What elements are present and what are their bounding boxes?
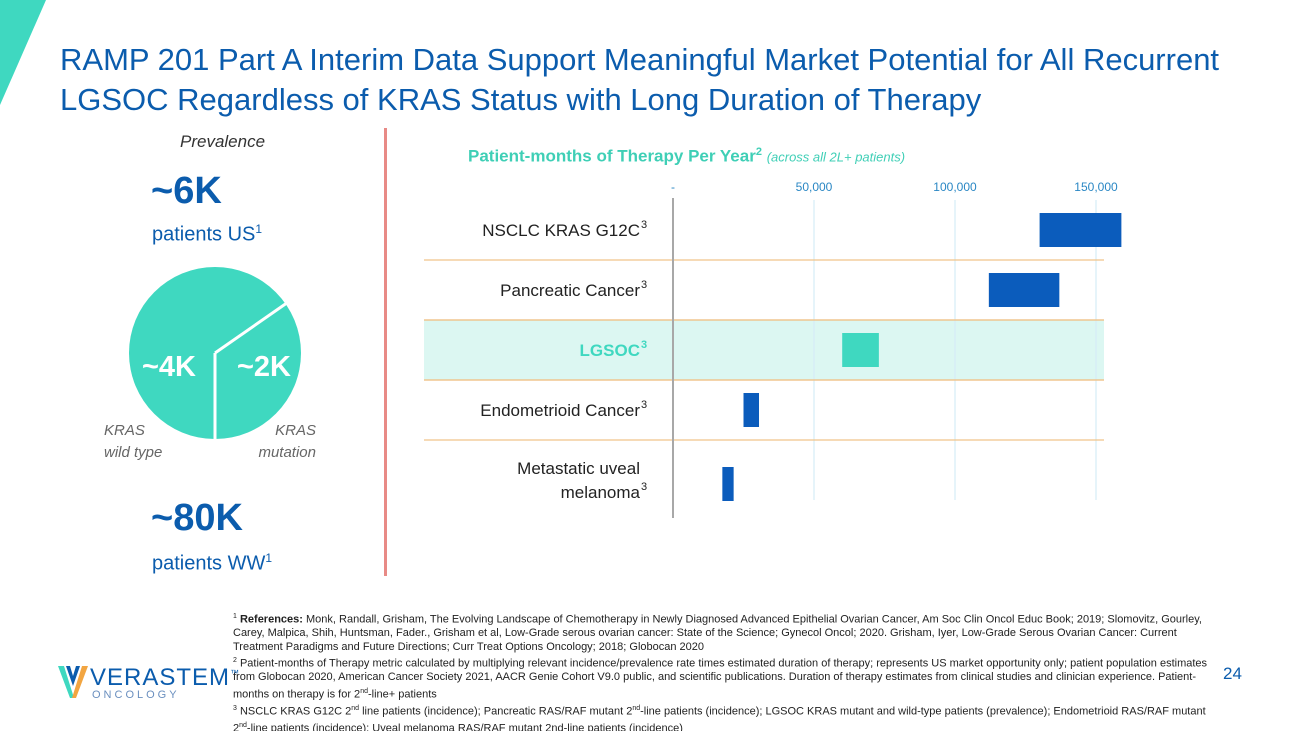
footnote-2: 2 Patient-months of Therapy metric calcu… bbox=[233, 654, 1213, 702]
bar-1 bbox=[988, 273, 1060, 307]
logo-word: VERASTEM bbox=[90, 664, 231, 691]
footnote-1-sup: 1 bbox=[233, 613, 237, 620]
category-sup-4: 3 bbox=[641, 481, 647, 493]
footnote-2-sup: 2 bbox=[233, 657, 237, 665]
footnote-3-a: NSCLC KRAS G12C 2 bbox=[239, 705, 352, 718]
footnote-3-d: -line patients (incidence); Uveal melano… bbox=[246, 722, 683, 731]
ww-caption-text: patients WW bbox=[152, 552, 266, 575]
bar-2 bbox=[842, 333, 879, 367]
us-patients-caption: patients US1 bbox=[152, 222, 262, 247]
x-tick-label-2: 100,000 bbox=[933, 180, 977, 194]
bar-3 bbox=[743, 393, 760, 427]
footnote-1-head: References: bbox=[239, 613, 303, 626]
footnote-3-nd-2: nd bbox=[632, 704, 641, 712]
bar-4 bbox=[722, 467, 734, 501]
legend-kras-wild-type: KRAS wild type bbox=[104, 420, 162, 464]
category-sup-2: 3 bbox=[641, 339, 647, 351]
category-label-4-line1: Metastatic uveal bbox=[517, 459, 640, 478]
legend-mut-line1: KRAS bbox=[275, 422, 316, 439]
footnote-3-nd-1: nd bbox=[351, 704, 360, 712]
page-number: 24 bbox=[1223, 664, 1242, 683]
category-label-1: Pancreatic Cancer bbox=[500, 281, 640, 300]
footnotes: 1 References: Monk, Randall, Grisham, Th… bbox=[233, 610, 1213, 731]
legend-mut-line2: mutation bbox=[258, 444, 316, 461]
footnote-3-b: line patients (incidence); Pancreatic RA… bbox=[359, 705, 633, 718]
page-title: RAMP 201 Part A Interim Data Support Mea… bbox=[60, 42, 1220, 117]
category-label-4-line2: melanoma bbox=[561, 483, 641, 502]
logo-wordmark: VERASTEM™ bbox=[90, 664, 240, 692]
x-tick-label-0: - bbox=[671, 180, 675, 194]
chart-title-text: Patient-months of Therapy Per Year bbox=[468, 146, 756, 166]
chart-subtitle: (across all 2L+ patients) bbox=[766, 149, 906, 165]
legend-kras-mutation: KRAS mutation bbox=[254, 420, 316, 464]
verastem-logo-icon bbox=[58, 666, 88, 698]
us-caption-text: patients US bbox=[152, 223, 256, 246]
highlight-band-2 bbox=[424, 320, 1104, 380]
category-sup-3: 3 bbox=[641, 399, 647, 411]
chart-title: Patient-months of Therapy Per Year2 (acr… bbox=[468, 146, 905, 167]
ww-caption-sup: 1 bbox=[265, 551, 273, 565]
footnote-2-text-a: Patient-months of Therapy metric calcula… bbox=[233, 657, 1208, 701]
logo-subtitle: ONCOLOGY bbox=[92, 689, 180, 701]
us-patients-value: ~6K bbox=[151, 170, 222, 212]
legend-wild-line1: KRAS bbox=[104, 422, 145, 439]
us-caption-sup: 1 bbox=[255, 222, 263, 236]
pie-divider-lines bbox=[213, 296, 295, 439]
footnote-3-c: -line patients (incidence); LGSOC KRAS m… bbox=[233, 705, 1206, 731]
footnote-2-nd: nd bbox=[360, 687, 368, 695]
x-tick-label-3: 150,000 bbox=[1074, 180, 1118, 194]
footnote-1-text: Monk, Randall, Grisham, The Evolving Lan… bbox=[233, 613, 1202, 653]
category-label-2: LGSOC bbox=[580, 341, 640, 360]
category-label-3: Endometrioid Cancer bbox=[480, 401, 640, 420]
x-tick-label-1: 50,000 bbox=[796, 180, 833, 194]
bar-0 bbox=[1039, 213, 1122, 247]
legend-wild-line2: wild type bbox=[104, 444, 163, 461]
pie-slice-label-wild-type: ~4K bbox=[142, 351, 196, 383]
kras-pie-chart: ~4K ~2K bbox=[129, 267, 301, 439]
pie-slice-label-mutation: ~2K bbox=[237, 351, 291, 383]
category-sup-1: 3 bbox=[641, 279, 647, 291]
chart-title-sup: 2 bbox=[755, 146, 762, 158]
ww-patients-value: ~80K bbox=[151, 497, 243, 539]
footnote-1: 1 References: Monk, Randall, Grisham, Th… bbox=[233, 610, 1213, 654]
ww-patients-caption: patients WW1 bbox=[152, 551, 272, 576]
footnote-2-text-b: -line+ patients bbox=[367, 688, 437, 701]
footnote-3-nd-3: nd bbox=[239, 722, 247, 730]
section-divider bbox=[384, 128, 387, 576]
footnote-3: 3 NSCLC KRAS G12C 2nd line patients (inc… bbox=[233, 702, 1213, 731]
footnote-3-sup: 3 bbox=[233, 704, 237, 712]
corner-accent bbox=[0, 0, 46, 105]
logo-tm: ™ bbox=[230, 668, 241, 678]
category-label-0: NSCLC KRAS G12C bbox=[482, 221, 640, 240]
category-sup-0: 3 bbox=[641, 219, 647, 231]
prevalence-label: Prevalence bbox=[180, 132, 266, 151]
